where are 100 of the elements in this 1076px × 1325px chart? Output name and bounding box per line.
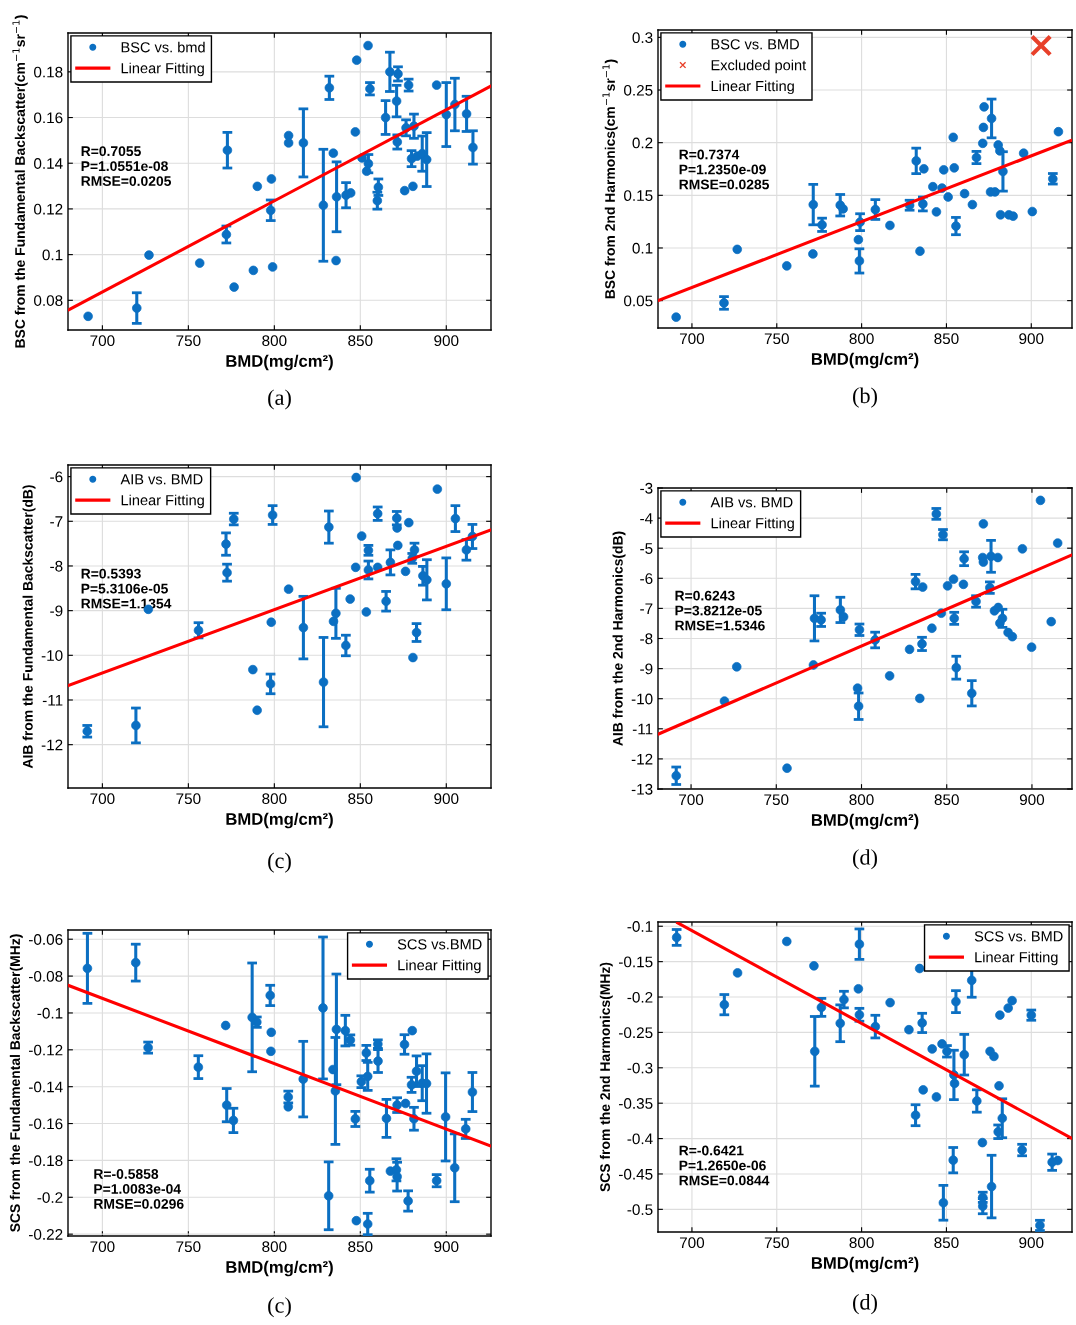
y-tick-label: -12 xyxy=(631,753,653,765)
y-tick-label: 0.3 xyxy=(632,32,653,44)
y-axis-title: AIB from the Fundamental Backscatter(dB) xyxy=(22,485,36,769)
legend-label: Linear Fitting xyxy=(711,80,794,95)
annotation: R=0.6243 P=3.8212e-05 RMSE=1.5346 xyxy=(675,590,765,631)
x-tick-label: 700 xyxy=(90,1241,115,1253)
y-tick-label: 0.2 xyxy=(632,137,653,149)
x-tick-label: 800 xyxy=(262,335,287,347)
text: (a) xyxy=(268,389,291,410)
text: (d) xyxy=(853,849,877,870)
y-axis-title: BSC from the Fundamental Backscatter(cm$^{−1}$sr$^{−1}$) xyxy=(12,15,28,348)
x-axis-title: BMD(mg/cm²) xyxy=(811,813,919,830)
x-tick-label: 750 xyxy=(176,335,201,347)
y-tick-label: -9 xyxy=(50,605,63,617)
text: (b) xyxy=(853,387,877,408)
x-tick-label: 900 xyxy=(434,1241,459,1253)
x-tick-label: 800 xyxy=(262,1241,287,1253)
annotation: R=0.7055 P=1.0551e-08 RMSE=0.0205 xyxy=(81,146,172,186)
x-tick-label: 850 xyxy=(348,793,373,805)
legend-label: Linear Fitting xyxy=(975,951,1058,966)
y-tick-label: -0.2 xyxy=(627,991,653,1003)
x-tick-label: 700 xyxy=(90,793,115,805)
legend-label: Linear Fitting xyxy=(121,62,204,77)
y-tick-label: 0.25 xyxy=(624,84,653,96)
y-axis-title: SCS from the Fundamental Backscatter(MHz) xyxy=(9,934,23,1232)
y-tick-label: -6 xyxy=(640,573,653,584)
y-tick-label: -0.08 xyxy=(29,970,63,982)
y-tick-label: -0.12 xyxy=(29,1044,63,1056)
y-tick-label: -13 xyxy=(631,783,653,795)
legend-label: Linear Fitting xyxy=(711,517,794,532)
y-tick-label: -11 xyxy=(632,723,653,735)
x-tick-label: 850 xyxy=(934,1237,959,1249)
y-tick-label: -0.25 xyxy=(619,1027,653,1039)
y-tick-label: -7 xyxy=(50,516,63,527)
x-tick-label: 750 xyxy=(176,793,201,805)
y-tick-label: -6 xyxy=(50,471,63,483)
x-tick-label: 900 xyxy=(1019,1237,1044,1249)
y-tick-label: -9 xyxy=(640,663,653,675)
y-tick-label: 0.1 xyxy=(632,242,653,254)
x-axis-title: BMD(mg/cm²) xyxy=(811,352,919,369)
legend-label: BSC vs. BMD xyxy=(711,39,799,50)
x-tick-label: 850 xyxy=(348,335,373,347)
y-tick-label: -0.45 xyxy=(619,1168,653,1180)
x-tick-label: 850 xyxy=(934,333,959,345)
x-tick-label: 800 xyxy=(262,793,287,805)
y-tick-label: 0.14 xyxy=(34,158,63,169)
x-axis-title: BMD(mg/cm²) xyxy=(226,812,333,829)
point xyxy=(1029,34,1053,57)
y-tick-label: -0.22 xyxy=(29,1229,63,1240)
annotation: R=-0.6421 P=1.2650e-06 RMSE=0.0844 xyxy=(679,1145,770,1186)
y-tick-label: -0.15 xyxy=(619,956,653,968)
text: (c) xyxy=(268,1297,291,1318)
legend-label: AIB vs. BMD xyxy=(710,497,793,508)
y-tick-label: -0.14 xyxy=(29,1081,63,1093)
x-tick-label: 850 xyxy=(934,794,959,806)
legend-label: BSC vs. bmd xyxy=(121,41,205,53)
y-tick-label: -0.18 xyxy=(29,1155,63,1167)
y-tick-label: -10 xyxy=(41,650,63,661)
y-tick-label: -11 xyxy=(42,695,63,706)
y-tick-label: -8 xyxy=(50,560,63,572)
y-axis-title: BSC from 2nd Harmonics(cm$^{−1}$sr$^{−1}$) xyxy=(602,59,618,299)
text: (c) xyxy=(268,852,291,873)
x-tick-label: 900 xyxy=(434,335,459,347)
x-tick-label: 900 xyxy=(434,793,459,805)
y-tick-label: -0.2 xyxy=(37,1192,63,1203)
y-tick-label: 0.15 xyxy=(624,190,653,202)
y-tick-label: -7 xyxy=(640,603,653,614)
y-tick-label: -0.4 xyxy=(627,1133,653,1145)
x-tick-label: 700 xyxy=(90,335,115,347)
x-tick-label: 700 xyxy=(679,1237,705,1249)
y-tick-label: -8 xyxy=(640,633,653,645)
x-tick-label: 750 xyxy=(764,333,789,345)
x-axis-title: BMD(mg/cm²) xyxy=(226,1260,333,1277)
annotation: R=-0.5858 P=1.0083e-04 RMSE=0.0296 xyxy=(94,1169,184,1209)
x-tick-label: 750 xyxy=(764,794,789,806)
y-tick-label: -5 xyxy=(640,543,653,554)
x-tick-label: 900 xyxy=(1019,794,1045,806)
y-tick-label: 0.16 xyxy=(34,112,63,124)
x-tick-label: 750 xyxy=(764,1237,789,1249)
y-tick-label: -3 xyxy=(640,482,653,494)
y-tick-label: -0.35 xyxy=(619,1098,653,1109)
x-axis-title: BMD(mg/cm²) xyxy=(226,354,333,371)
y-tick-label: -0.1 xyxy=(627,921,653,932)
y-axis-title: SCS from the 2nd Harmonics(MHz) xyxy=(599,962,613,1192)
x-tick-label: 700 xyxy=(679,333,705,345)
y-tick-label: -0.16 xyxy=(29,1118,63,1130)
legend-label: SCS vs. BMD xyxy=(974,931,1063,942)
y-tick-label: -0.3 xyxy=(627,1062,653,1074)
y-tick-label: -4 xyxy=(640,513,653,524)
y-tick-label: -0.06 xyxy=(29,934,63,945)
legend-label: Linear Fitting xyxy=(398,959,481,974)
legend-label: Linear Fitting xyxy=(121,494,204,509)
y-tick-label: 0.18 xyxy=(34,66,63,78)
y-tick-label: 0.05 xyxy=(624,295,653,307)
y-tick-label: 0.08 xyxy=(34,295,63,306)
annotation: R=0.7374 P=1.2350e-09 RMSE=0.0285 xyxy=(679,149,770,190)
x-tick-label: 800 xyxy=(849,1237,874,1249)
y-tick-label: -0.5 xyxy=(627,1204,653,1216)
annotation: R=0.5393 P=5.3106e-05 RMSE=1.1354 xyxy=(81,568,172,609)
y-tick-label: 0.1 xyxy=(42,249,63,261)
